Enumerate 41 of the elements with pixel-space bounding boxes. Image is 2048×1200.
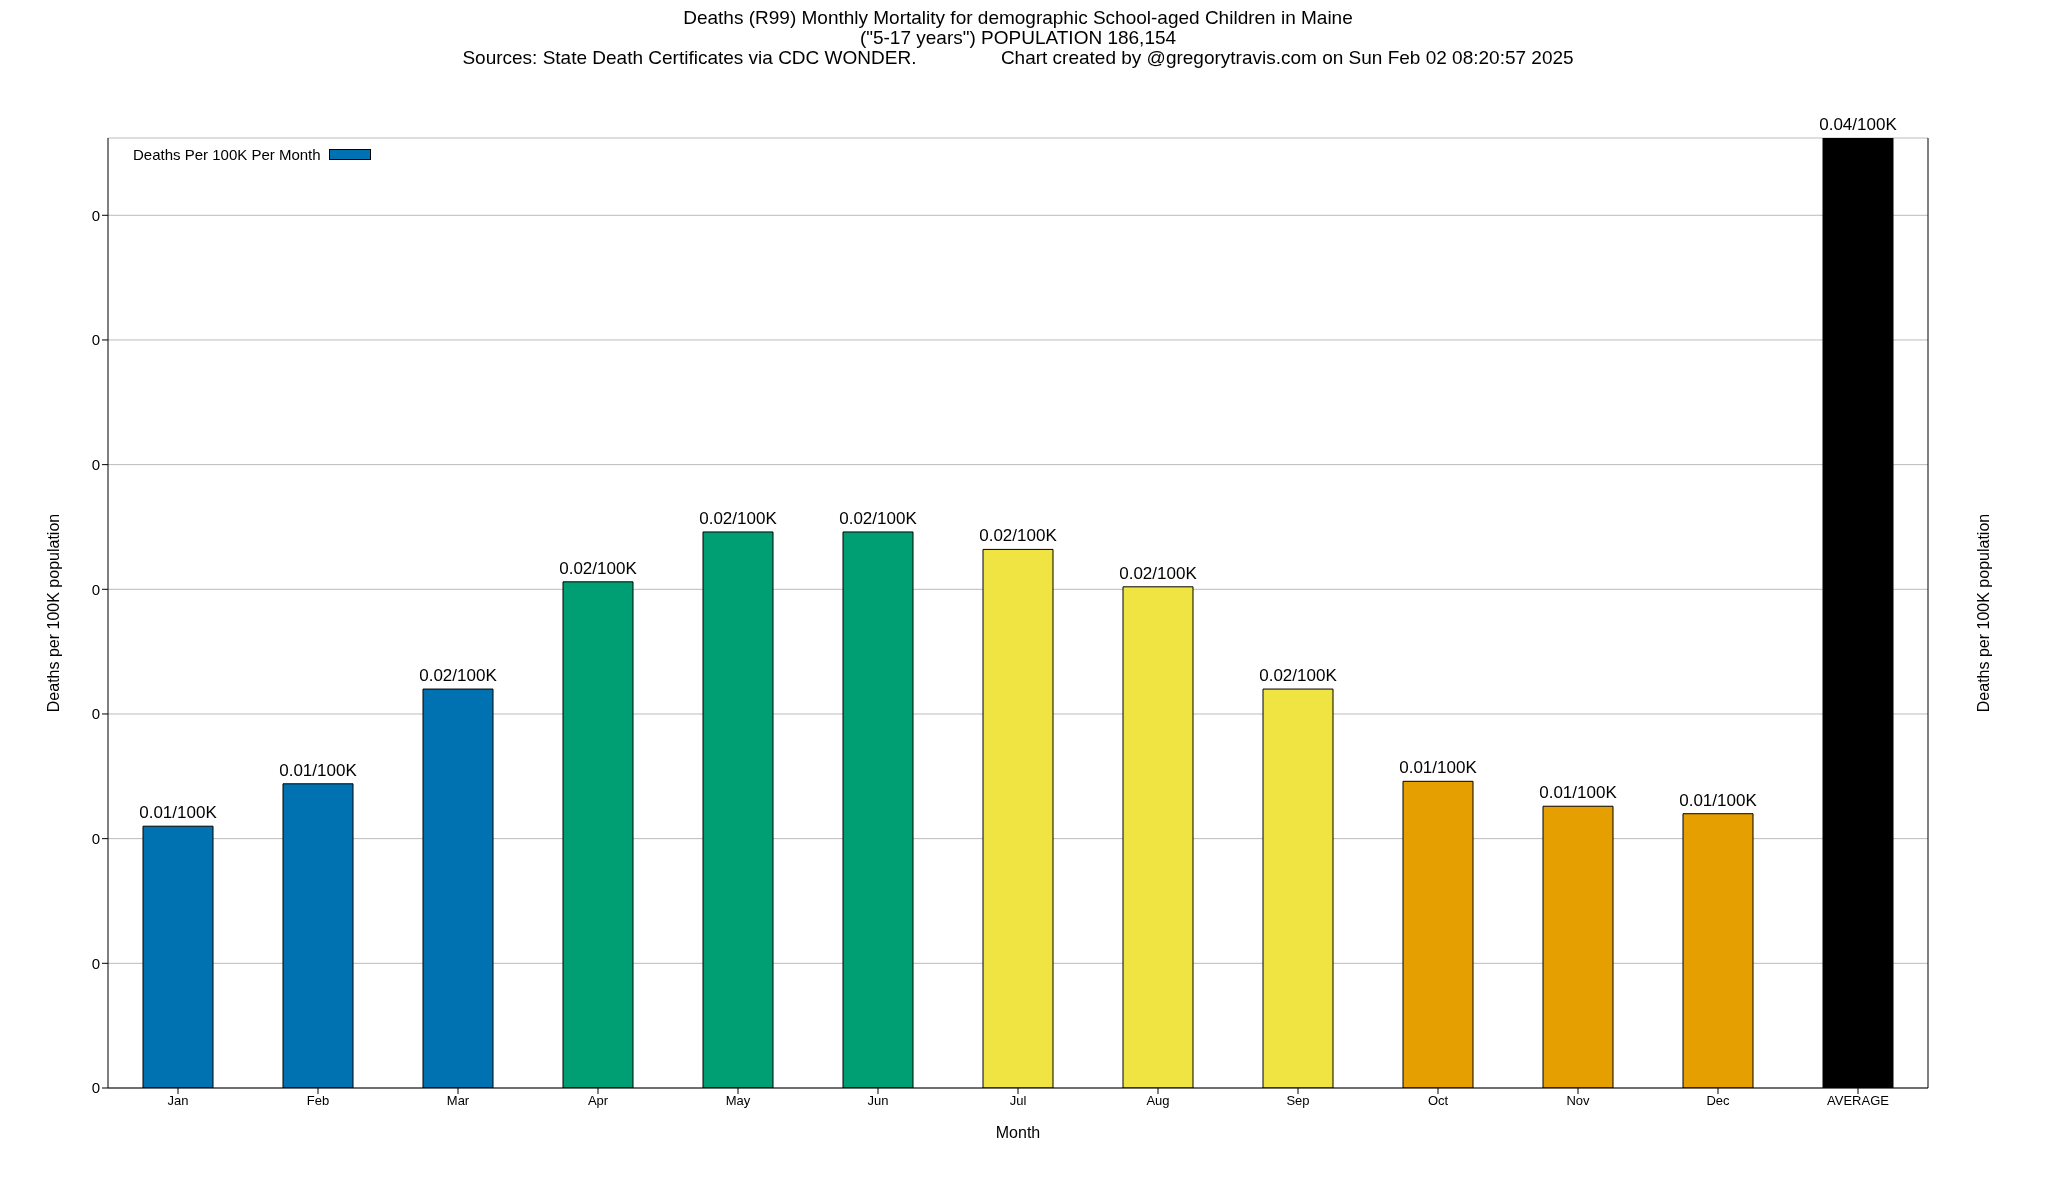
- y-tick-label: 0: [91, 1079, 100, 1097]
- data-label: 0.02/100K: [699, 508, 778, 528]
- y-tick-label: 0: [91, 331, 100, 349]
- x-tick-label: May: [725, 1093, 751, 1109]
- y-tick-label: 0: [91, 705, 100, 723]
- x-tick-label: AVERAGE: [1827, 1093, 1890, 1109]
- x-tick-label: Apr: [587, 1093, 609, 1109]
- y2-axis-title: Deaths per 100K population: [1974, 513, 1992, 713]
- y-axis-title: Deaths per 100K population: [44, 513, 62, 713]
- data-label: 0.01/100K: [1399, 758, 1478, 778]
- y-tick-label: 0: [91, 455, 100, 473]
- chart-subtitle: ("5-17 years") POPULATION 186,154: [859, 27, 1177, 48]
- data-label: 0.02/100K: [839, 508, 918, 528]
- legend-label: Deaths Per 100K Per Month: [133, 146, 321, 163]
- data-label: 0.02/100K: [1119, 563, 1198, 583]
- x-tick-label: Jun: [867, 1093, 889, 1109]
- x-tick-label: Aug: [1146, 1093, 1170, 1109]
- y-tick-label: 0: [91, 580, 100, 598]
- data-label: 0.02/100K: [419, 666, 498, 686]
- data-label: 0.02/100K: [1259, 666, 1338, 686]
- data-label: 0.02/100K: [979, 526, 1058, 546]
- x-axis-title: Month: [995, 1124, 1041, 1141]
- data-label: 0.01/100K: [279, 760, 358, 780]
- x-tick-label: Nov: [1566, 1093, 1591, 1109]
- x-tick-label: Oct: [1427, 1093, 1449, 1109]
- y-tick-label: 0: [91, 829, 100, 847]
- y-tick-label: 0: [91, 954, 100, 972]
- x-tick-label: Jul: [1009, 1093, 1027, 1109]
- data-label: 0.04/100K: [1819, 115, 1898, 134]
- x-tick-label: Mar: [446, 1093, 470, 1109]
- data-label: 0.02/100K: [559, 558, 638, 578]
- chart-title: Deaths (R99) Monthly Mortality for demographic School-aged Children in Maine: [682, 7, 1354, 28]
- x-tick-label: Sep: [1286, 1093, 1310, 1109]
- source-note: Sources: State Death Certificates via CDC WONDER. Chart created by @gregorytravis.com on Sun Feb 02 08:20:57 2025: [461, 47, 1575, 68]
- x-tick-label: Jan: [167, 1093, 189, 1109]
- data-label: 0.01/100K: [1679, 790, 1758, 810]
- x-tick-label: Dec: [1706, 1093, 1731, 1109]
- x-tick-label: Feb: [306, 1093, 330, 1109]
- data-label: 0.01/100K: [1539, 783, 1618, 803]
- data-label: 0.01/100K: [139, 803, 218, 823]
- y-tick-label: 0: [91, 206, 100, 224]
